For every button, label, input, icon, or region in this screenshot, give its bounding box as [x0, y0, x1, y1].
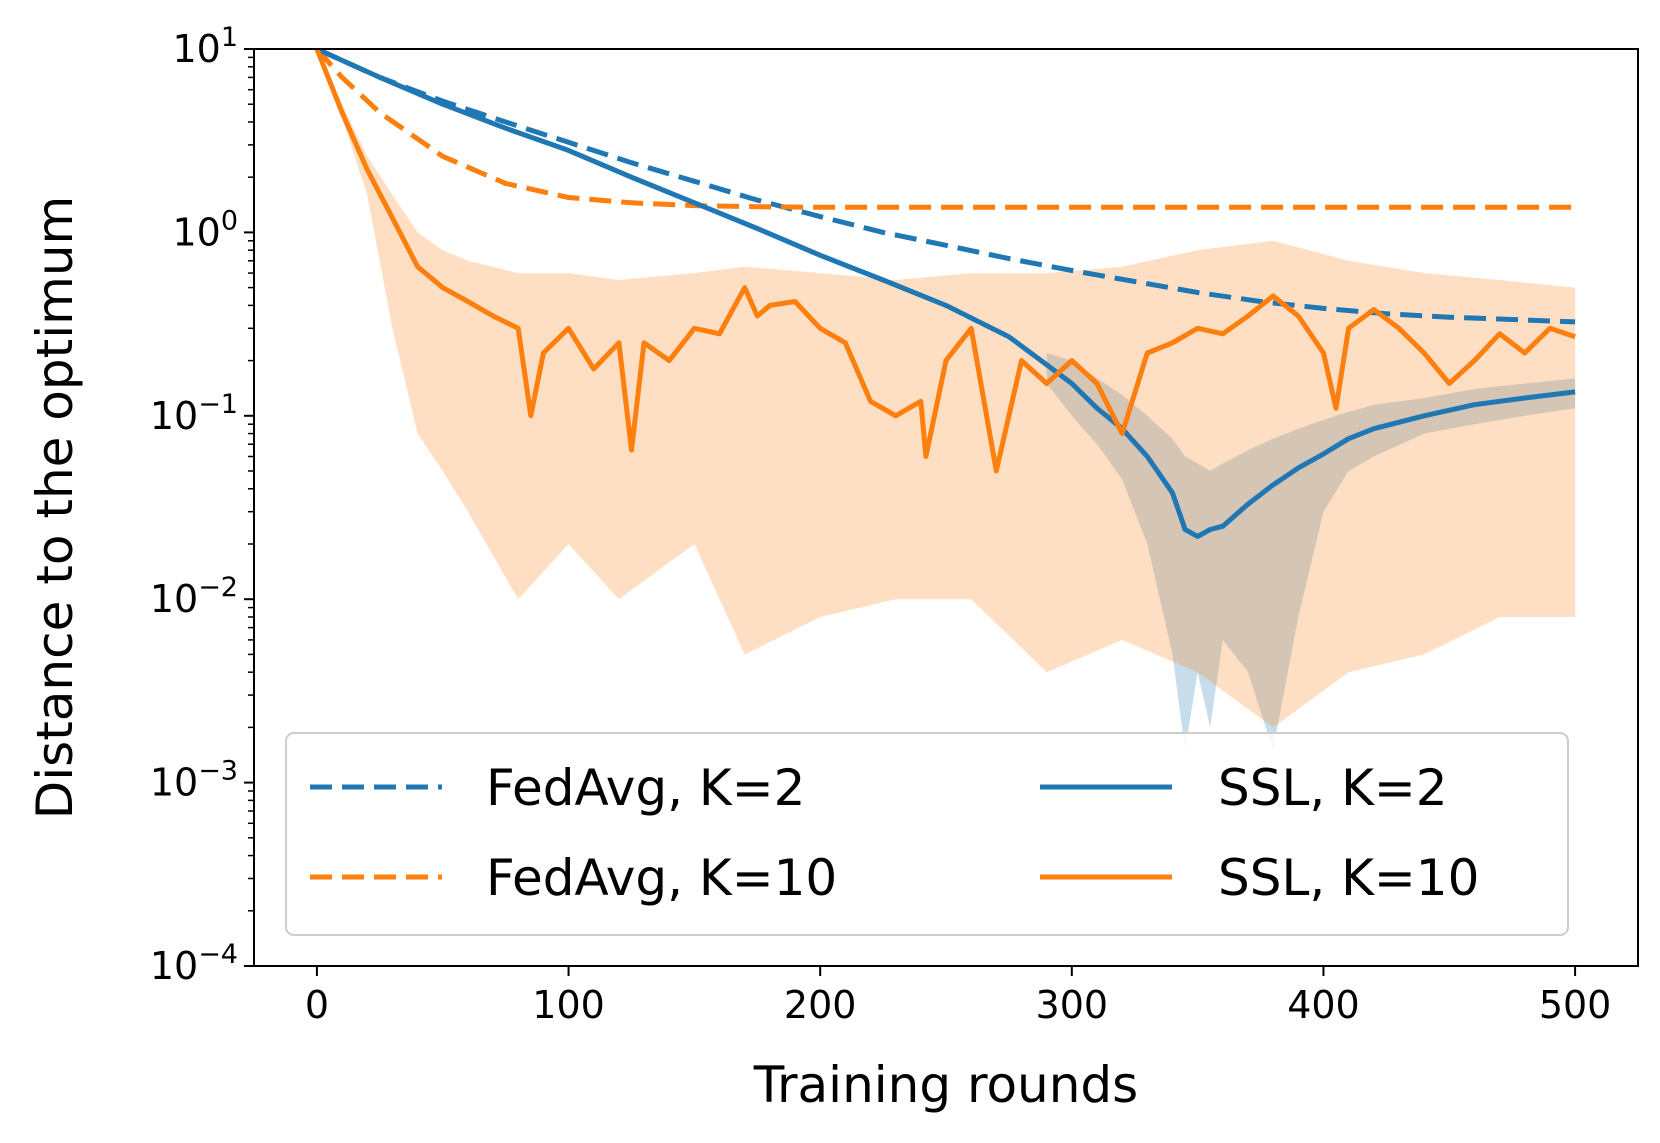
y-tick-label: 100: [172, 205, 238, 254]
series-line-3: [314, 49, 1576, 474]
legend: FedAvg, K=2 FedAvg, K=10 SSL, K=2 SSL, K=10: [285, 732, 1569, 936]
legend-box: [285, 732, 1569, 936]
y-axis-label: Distance to the optimum: [26, 196, 84, 820]
y-tick-label: 10−2: [150, 572, 238, 621]
band-3: [316, 49, 1576, 728]
confidence-bands: [316, 49, 1576, 751]
band-2: [1046, 353, 1576, 751]
y-tick-label: 10−1: [150, 389, 238, 438]
legend-label: FedAvg, K=2: [486, 759, 805, 817]
series-line-1: [315, 49, 1576, 210]
x-tick-label: 500: [1539, 983, 1612, 1027]
x-tick-label: 100: [532, 983, 605, 1027]
legend-label: SSL, K=2: [1218, 759, 1448, 817]
y-tick-label: 10−4: [150, 939, 238, 988]
y-tick-label: 101: [172, 22, 238, 71]
plot-frame: [253, 48, 1639, 967]
x-tick-label: 300: [1036, 983, 1109, 1027]
series-line-0: [315, 49, 1576, 325]
x-tick-label: 400: [1287, 983, 1360, 1027]
series-lines: [314, 49, 1576, 539]
x-tick-label: 0: [305, 983, 329, 1027]
y-tick-label: 10−3: [150, 756, 238, 805]
x-axis: 0 100 200 300 400 500: [305, 966, 1612, 1027]
series-line-2: [315, 49, 1576, 539]
y-axis: 101 100 10−1 10−2 10−3 10−4: [150, 22, 254, 988]
x-axis-label: Training rounds: [753, 1056, 1138, 1114]
legend-label: SSL, K=10: [1218, 849, 1479, 907]
legend-label: FedAvg, K=10: [486, 849, 837, 907]
x-tick-label: 200: [784, 983, 857, 1027]
